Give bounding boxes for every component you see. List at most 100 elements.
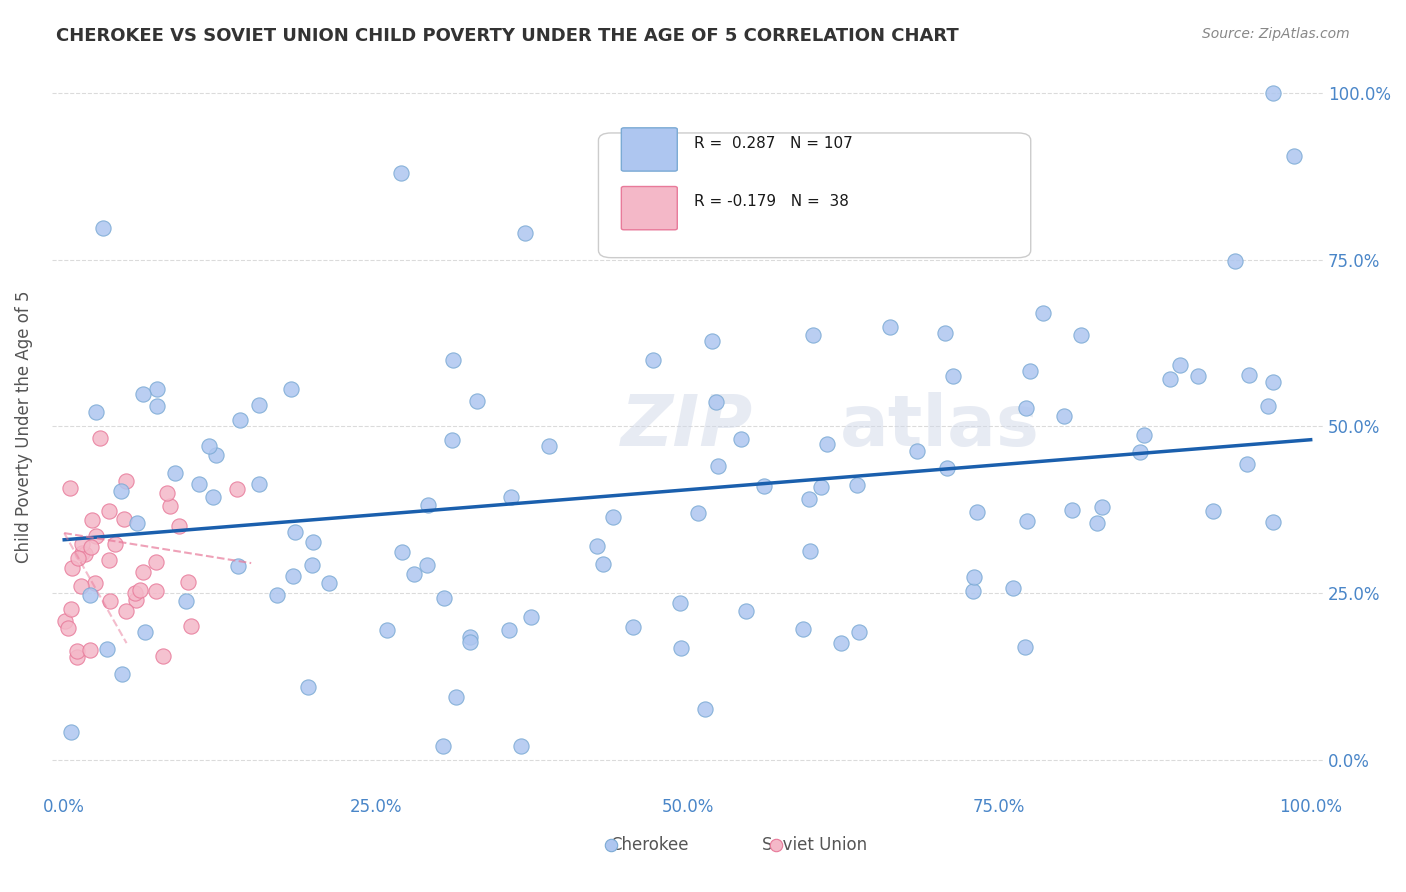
Point [1001, 581, 1024, 595]
Point [97, 504, 120, 518]
Point [225, 482, 247, 496]
Point [284, 524, 307, 539]
Point [80, 540, 103, 554]
Point [763, 799, 786, 814]
Text: Cherokee: Cherokee [610, 836, 689, 854]
Point [465, 393, 488, 408]
Point [799, 544, 821, 558]
Point [416, 558, 439, 573]
Point [668, 596, 690, 610]
FancyBboxPatch shape [621, 186, 678, 230]
Point [60, 725, 83, 739]
Point [66, 644, 89, 658]
Point [962, 570, 984, 584]
Point [1032, 306, 1054, 320]
Point [226, 558, 249, 573]
Point [441, 352, 464, 367]
Point [67, 550, 90, 565]
Point [1257, 399, 1279, 413]
Point [66, 650, 89, 665]
Point [177, 574, 200, 589]
Point [499, 490, 522, 504]
Point [84, 405, 107, 419]
Point [93, 221, 115, 235]
Point [98, 593, 121, 607]
Point [752, 479, 775, 493]
Point [205, 449, 228, 463]
Point [110, 483, 132, 498]
Point [125, 516, 148, 530]
Point [792, 622, 814, 636]
Point [1053, 409, 1076, 424]
Point [97, 553, 120, 567]
Point [803, 328, 825, 343]
Point [375, 623, 398, 637]
Point [152, 648, 174, 663]
Point [79, 588, 101, 602]
Point [145, 399, 167, 413]
Text: Soviet Union: Soviet Union [762, 836, 868, 854]
Point [146, 382, 169, 396]
Point [509, 739, 531, 754]
Point [302, 535, 325, 549]
Point [89, 431, 111, 445]
Point [702, 334, 724, 348]
Point [621, 620, 644, 634]
Point [159, 499, 181, 513]
Point [131, 565, 153, 579]
Point [1091, 500, 1114, 515]
Point [520, 610, 543, 624]
Point [458, 635, 481, 649]
Text: R =  0.287   N = 107: R = 0.287 N = 107 [693, 136, 852, 151]
Point [602, 799, 624, 814]
Point [1284, 149, 1306, 163]
Point [730, 432, 752, 446]
FancyBboxPatch shape [599, 133, 1031, 258]
Point [444, 690, 467, 705]
Point [281, 569, 304, 583]
Point [72, 536, 94, 550]
Point [695, 702, 717, 716]
Point [848, 624, 870, 639]
Point [935, 460, 957, 475]
Point [799, 491, 821, 506]
Point [432, 739, 454, 754]
Point [134, 625, 156, 640]
Point [156, 486, 179, 500]
Point [84, 528, 107, 542]
Point [1133, 428, 1156, 442]
Point [202, 490, 225, 504]
Point [79, 643, 101, 657]
Point [942, 368, 965, 383]
Point [458, 630, 481, 644]
Point [966, 505, 988, 519]
Point [846, 478, 869, 492]
Point [1129, 445, 1152, 459]
Point [592, 557, 614, 571]
Point [75, 547, 97, 561]
Point [124, 586, 146, 600]
Point [104, 537, 127, 551]
Point [1015, 515, 1038, 529]
Point [1263, 375, 1285, 389]
Point [197, 439, 219, 453]
Point [145, 555, 167, 569]
Point [132, 387, 155, 401]
Point [934, 326, 956, 340]
Point [247, 477, 270, 491]
Point [602, 509, 624, 524]
Point [1261, 515, 1284, 529]
Point [187, 477, 209, 491]
Point [247, 398, 270, 412]
Point [70, 579, 93, 593]
Point [112, 512, 135, 526]
Point [389, 166, 412, 180]
Point [1014, 640, 1036, 654]
Point [815, 437, 838, 451]
Point [96, 642, 118, 657]
Point [56, 621, 79, 635]
Point [297, 680, 319, 694]
Point [60, 601, 83, 615]
Text: R = -0.179   N =  38: R = -0.179 N = 38 [693, 194, 849, 210]
Point [318, 575, 340, 590]
